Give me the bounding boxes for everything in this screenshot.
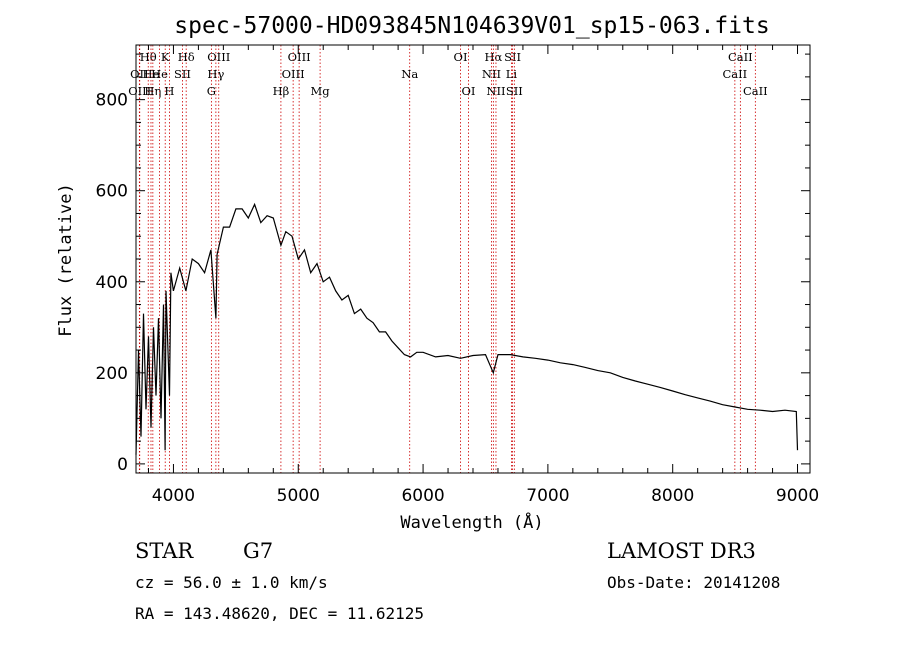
y-tick-label: 0 — [117, 455, 128, 475]
marker-label: Hβ — [273, 84, 290, 98]
y-tick-label: 600 — [96, 182, 128, 202]
x-tick-label: 8000 — [651, 486, 694, 506]
marker-label: Hα — [484, 50, 502, 64]
obs-date: Obs-Date: 20141208 — [607, 573, 781, 592]
marker-label: Li — [506, 67, 518, 81]
y-tick-label: 400 — [96, 273, 128, 293]
marker-label: SII — [174, 67, 191, 81]
x-tick-label: 9000 — [776, 486, 819, 506]
marker-label: H — [164, 84, 174, 98]
marker-label: Hη — [144, 84, 161, 98]
marker-label: OIII — [282, 67, 305, 81]
marker-label: OI — [454, 50, 468, 64]
marker-label: He — [143, 67, 160, 81]
marker-label: K — [161, 50, 170, 64]
marker-label: SII — [504, 50, 521, 64]
object-class: STAR — [135, 539, 194, 563]
survey-name: LAMOST DR3 — [607, 539, 756, 563]
y-tick-label: 800 — [96, 91, 128, 111]
chart-title: spec-57000-HD093845N104639V01_sp15-063.f… — [174, 13, 769, 39]
marker-label: Na — [401, 67, 418, 81]
marker-label: G — [207, 84, 216, 98]
marker-label: Hθ — [140, 50, 157, 64]
marker-label: OI — [462, 84, 476, 98]
marker-label: Mg — [311, 84, 331, 98]
marker-label: CaII — [743, 84, 768, 98]
marker-label: NII — [486, 84, 505, 98]
spectrum-line — [135, 202, 799, 455]
x-tick-label: 6000 — [401, 486, 444, 506]
marker-label: OIII — [207, 50, 230, 64]
marker-label: Hδ — [178, 50, 195, 64]
x-axis: 4000 5000 6000 7000 8000 9000 — [147, 45, 819, 506]
marker-label: Hγ — [207, 67, 224, 81]
y-axis: 0 200 400 600 800 — [96, 53, 810, 475]
x-tick-label: 4000 — [152, 486, 195, 506]
marker-label: OIII — [288, 50, 311, 64]
coordinates: RA = 143.48620, DEC = 11.62125 — [135, 604, 424, 623]
marker-label: OIII — [128, 84, 151, 98]
marker-label: SII — [506, 84, 523, 98]
x-tick-label: 5000 — [277, 486, 320, 506]
marker-label: He — [151, 67, 168, 81]
redshift: cz = 56.0 ± 1.0 km/s — [135, 573, 328, 592]
subclass: G7 — [243, 539, 274, 563]
y-axis-label: Flux (relative) — [56, 183, 76, 337]
marker-label: CaII — [722, 67, 747, 81]
marker-label: CaII — [728, 50, 753, 64]
plot-frame — [135, 44, 811, 474]
y-tick-label: 200 — [96, 364, 128, 384]
x-tick-label: 7000 — [526, 486, 569, 506]
marker-label: NII — [482, 67, 501, 81]
x-axis-label: Wavelength (Å) — [400, 511, 543, 533]
